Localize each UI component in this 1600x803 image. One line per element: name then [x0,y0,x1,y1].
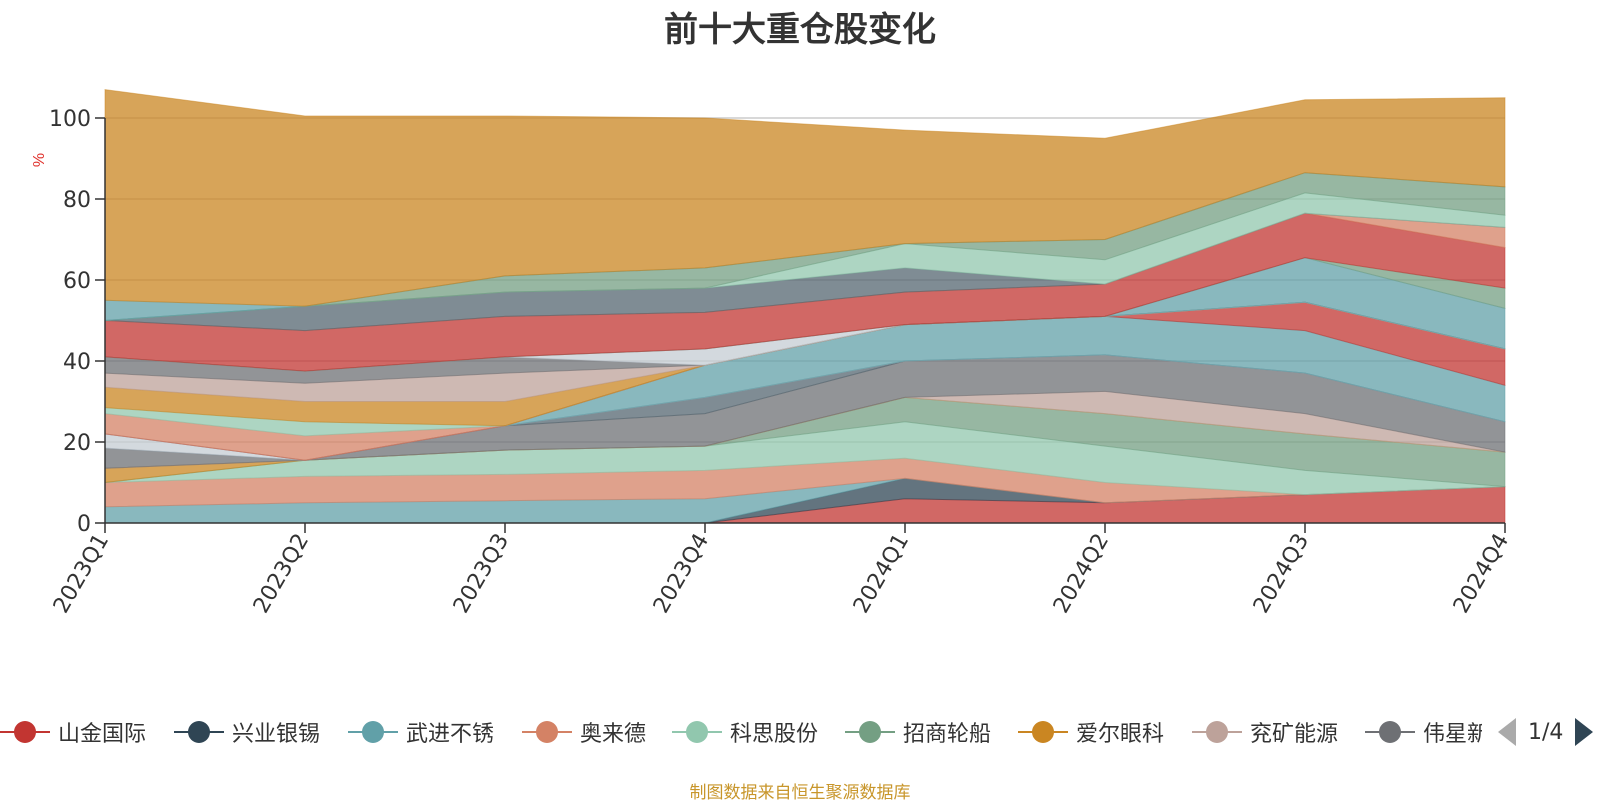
y-tick-label: 80 [63,188,91,213]
legend-item[interactable]: 兴业银锡 [174,712,320,752]
x-tick-label: 2024Q1 [849,530,914,618]
legend-marker-icon [845,719,895,745]
y-tick-label: 100 [49,107,91,132]
y-axis-label: % [31,153,48,167]
legend-prev-icon[interactable] [1498,718,1516,746]
legend-label: 伟星新材 [1423,722,1482,747]
legend-items: 山金国际 兴业银锡 武进不锈 奥来德 科思股份 招商轮船 爱尔眼科 兖矿能源 伟星新材 [0,712,1482,752]
legend-item[interactable]: 爱尔眼科 [1018,712,1164,752]
x-tick-label: 2023Q3 [449,530,514,618]
legend-marker-icon [1018,719,1068,745]
legend-label: 山金国际 [58,722,147,747]
legend-pager: 1/4 [1498,712,1594,752]
area-series [104,89,1506,524]
legend-marker-icon [0,719,50,745]
legend-marker-icon [1192,719,1242,745]
x-tick-label: 2023Q2 [249,530,314,618]
legend-marker-icon [348,719,398,745]
legend-page-indicator: 1/4 [1528,719,1564,745]
x-tick-label: 2024Q3 [1249,530,1314,618]
x-tick-label: 2024Q4 [1449,530,1514,618]
y-tick-label: 0 [77,512,91,537]
x-tick-label: 2024Q2 [1049,530,1114,618]
y-tick-label: 60 [63,269,91,294]
legend-item[interactable]: 武进不锈 [348,712,494,752]
y-tick-label: 40 [63,350,91,375]
footer-source-note: 制图数据来自恒生聚源数据库 [689,783,911,803]
legend-label: 招商轮船 [903,722,992,747]
legend-item[interactable]: 科思股份 [672,712,818,752]
legend-label: 兖矿能源 [1250,722,1339,747]
area-series-27[interactable] [104,89,1506,307]
legend-marker-icon [672,719,722,745]
legend-item[interactable]: 招商轮船 [845,712,991,752]
chart-title: 前十大重仓股变化 [664,10,936,50]
legend-label: 科思股份 [730,722,819,747]
legend-next-icon[interactable] [1575,718,1594,746]
x-tick-label: 2023Q1 [49,530,114,618]
legend-item[interactable]: 奥来德 [522,712,646,752]
legend-item[interactable]: 伟星新材 [1365,712,1482,752]
legend-label: 武进不锈 [406,722,495,747]
legend-item[interactable]: 山金国际 [0,712,146,752]
legend-label: 奥来德 [580,722,647,747]
legend-marker-icon [522,719,572,745]
x-tick-label: 2023Q4 [649,530,714,618]
legend-label: 爱尔眼科 [1076,722,1165,747]
legend-marker-icon [174,719,224,745]
legend-marker-icon [1365,719,1415,745]
legend-label: 兴业银锡 [232,722,321,747]
y-tick-label: 20 [63,431,91,456]
legend: 山金国际 兴业银锡 武进不锈 奥来德 科思股份 招商轮船 爱尔眼科 兖矿能源 伟星新材 1/4 [0,712,1600,752]
chart-plot: 0 20 40 60 80 100 2023Q1 2023Q2 2023Q3 2023Q4 2024… [31,89,1514,618]
legend-item[interactable]: 兖矿能源 [1192,712,1338,752]
